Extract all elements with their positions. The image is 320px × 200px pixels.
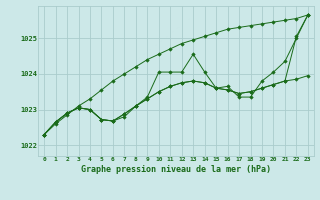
X-axis label: Graphe pression niveau de la mer (hPa): Graphe pression niveau de la mer (hPa): [81, 165, 271, 174]
